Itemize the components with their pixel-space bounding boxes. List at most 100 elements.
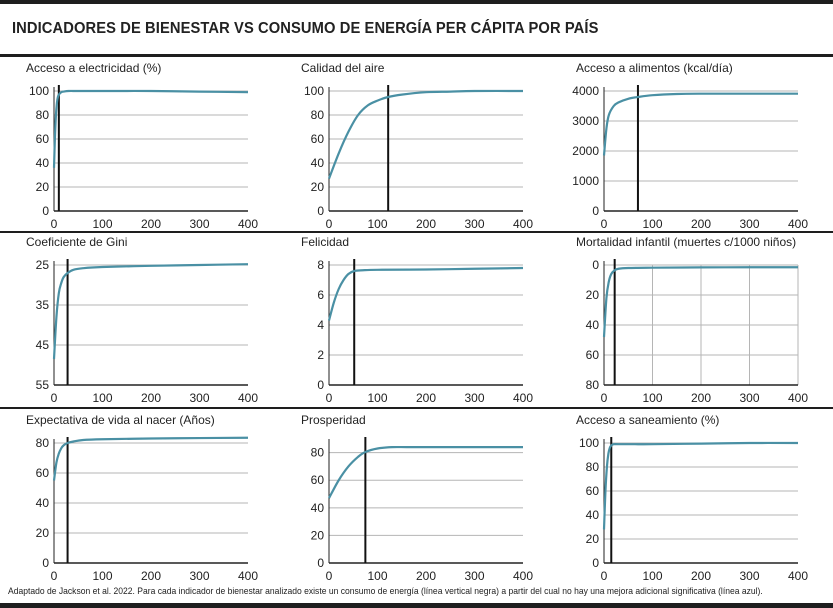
y-tick-label: 60: [586, 484, 600, 498]
series-line: [602, 92, 798, 156]
series-line: [602, 266, 799, 338]
y-tick-label: 6: [317, 288, 324, 302]
x-tick-label: 100: [92, 217, 112, 231]
y-tick-label: 0: [592, 556, 599, 570]
x-tick-label: 200: [691, 569, 711, 583]
y-tick-label: 40: [36, 496, 50, 510]
series-line: [52, 89, 249, 168]
y-tick-label: 20: [311, 528, 325, 542]
y-tick-label: 100: [579, 436, 599, 450]
panel-food: Acceso a alimentos (kcal/día) 0 1000 2000 3…: [572, 61, 816, 231]
y-tick-label: 3000: [572, 114, 599, 128]
chart-title: INDICADORES DE BIENESTAR VS CONSUMO DE E…: [12, 20, 599, 37]
y-tick-label: 55: [36, 378, 50, 392]
y-tick-label: 35: [36, 298, 50, 312]
y-tick-label: 60: [36, 466, 50, 480]
y-tick-label: 0: [317, 204, 324, 218]
y-tick-label: 80: [311, 108, 325, 122]
x-tick-label: 100: [367, 391, 387, 405]
panel-title: Prosperidad: [301, 413, 366, 427]
panel-sanitation: Acceso a saneamiento (%) 0 20 40 60 80 100 0 10…: [576, 413, 816, 583]
y-tick-label: 20: [311, 180, 325, 194]
series-line: [52, 436, 249, 481]
y-tick-label: 40: [36, 156, 50, 170]
x-tick-label: 200: [416, 569, 436, 583]
x-tick-label: 200: [691, 217, 711, 231]
y-tick-label: 0: [42, 204, 49, 218]
x-tick-label: 100: [642, 217, 662, 231]
y-tick-label: 2: [317, 348, 324, 362]
y-tick-label: 60: [311, 132, 325, 146]
x-tick-label: 300: [464, 217, 484, 231]
x-tick-label: 300: [739, 217, 759, 231]
x-tick-label: 0: [326, 569, 333, 583]
x-tick-label: 300: [189, 217, 209, 231]
x-tick-label: 400: [788, 569, 808, 583]
y-tick-label: 20: [36, 180, 50, 194]
y-tick-label: 2000: [572, 144, 599, 158]
x-tick-label: 300: [739, 569, 759, 583]
x-tick-label: 0: [51, 569, 58, 583]
panel-plot: 0 20 40 60 80 100 0 100 200 300 400: [579, 436, 808, 583]
y-tick-label: 60: [36, 132, 50, 146]
y-tick-label: 40: [311, 156, 325, 170]
y-tick-label: 80: [586, 460, 600, 474]
y-tick-label: 20: [586, 532, 600, 546]
x-tick-label: 100: [92, 569, 112, 583]
bottom-rule: [0, 603, 833, 608]
y-tick-label: 20: [586, 288, 600, 302]
panel-infant-mortality: Mortalidad infantil (muertes c/1000 niño…: [576, 235, 816, 405]
y-tick-label: 0: [317, 378, 324, 392]
y-tick-label: 40: [586, 318, 600, 332]
x-tick-label: 100: [92, 391, 112, 405]
y-tick-label: 100: [304, 84, 324, 98]
x-tick-label: 0: [601, 217, 608, 231]
y-tick-label: 45: [36, 338, 50, 352]
panel-plot: 0 20 40 60 80 100 0 100 200 300 400: [304, 84, 533, 231]
x-tick-label: 200: [141, 217, 161, 231]
panel-title: Acceso a alimentos (kcal/día): [576, 61, 733, 75]
panel-gini: Coeficiente de Gini 25 35 45 55 0 100 200 300 40…: [26, 235, 266, 405]
series-line: [327, 266, 524, 321]
panel-title: Felicidad: [301, 235, 350, 249]
x-tick-label: 300: [464, 391, 484, 405]
panel-title: Calidad del aire: [301, 61, 385, 75]
x-tick-label: 300: [189, 569, 209, 583]
x-tick-label: 0: [326, 391, 333, 405]
x-tick-label: 100: [642, 391, 662, 405]
y-tick-label: 80: [36, 436, 50, 450]
x-tick-label: 0: [51, 391, 58, 405]
x-tick-label: 100: [367, 569, 387, 583]
panel-title: Acceso a saneamiento (%): [576, 413, 720, 427]
y-tick-label: 8: [317, 258, 324, 272]
title-rule: [0, 54, 833, 57]
y-tick-label: 0: [592, 258, 599, 272]
series-line: [602, 441, 799, 530]
y-tick-label: 0: [42, 556, 49, 570]
x-tick-label: 100: [367, 217, 387, 231]
y-tick-label: 0: [317, 556, 324, 570]
x-tick-label: 200: [416, 217, 436, 231]
y-tick-label: 4: [317, 318, 324, 332]
x-tick-label: 0: [601, 569, 608, 583]
y-tick-label: 80: [36, 108, 50, 122]
panel-title: Expectativa de vida al nacer (Años): [26, 413, 215, 427]
x-tick-label: 300: [464, 569, 484, 583]
y-tick-label: 40: [311, 501, 325, 515]
panel-prosperity: Prosperidad 0 20 40 60 80 0 100 200 300 400: [301, 413, 541, 583]
panel-air-quality: Calidad del aire 0 20 40 60 80 100 0 100 200 300 4…: [301, 61, 541, 231]
y-tick-label: 20: [36, 526, 50, 540]
footnote: Adaptado de Jackson et al. 2022. Para ca…: [8, 586, 763, 597]
panel-electricity: Acceso a electricidad (%) 0 20 40 60 80 100 0 1…: [26, 61, 266, 231]
row-divider: [0, 231, 833, 233]
y-tick-label: 40: [586, 508, 600, 522]
row-divider: [0, 407, 833, 409]
x-tick-label: 400: [513, 391, 533, 405]
x-tick-label: 300: [189, 391, 209, 405]
y-tick-label: 4000: [572, 84, 599, 98]
y-tick-label: 100: [29, 84, 49, 98]
y-tick-label: 80: [311, 446, 325, 460]
top-rule: [0, 0, 833, 4]
